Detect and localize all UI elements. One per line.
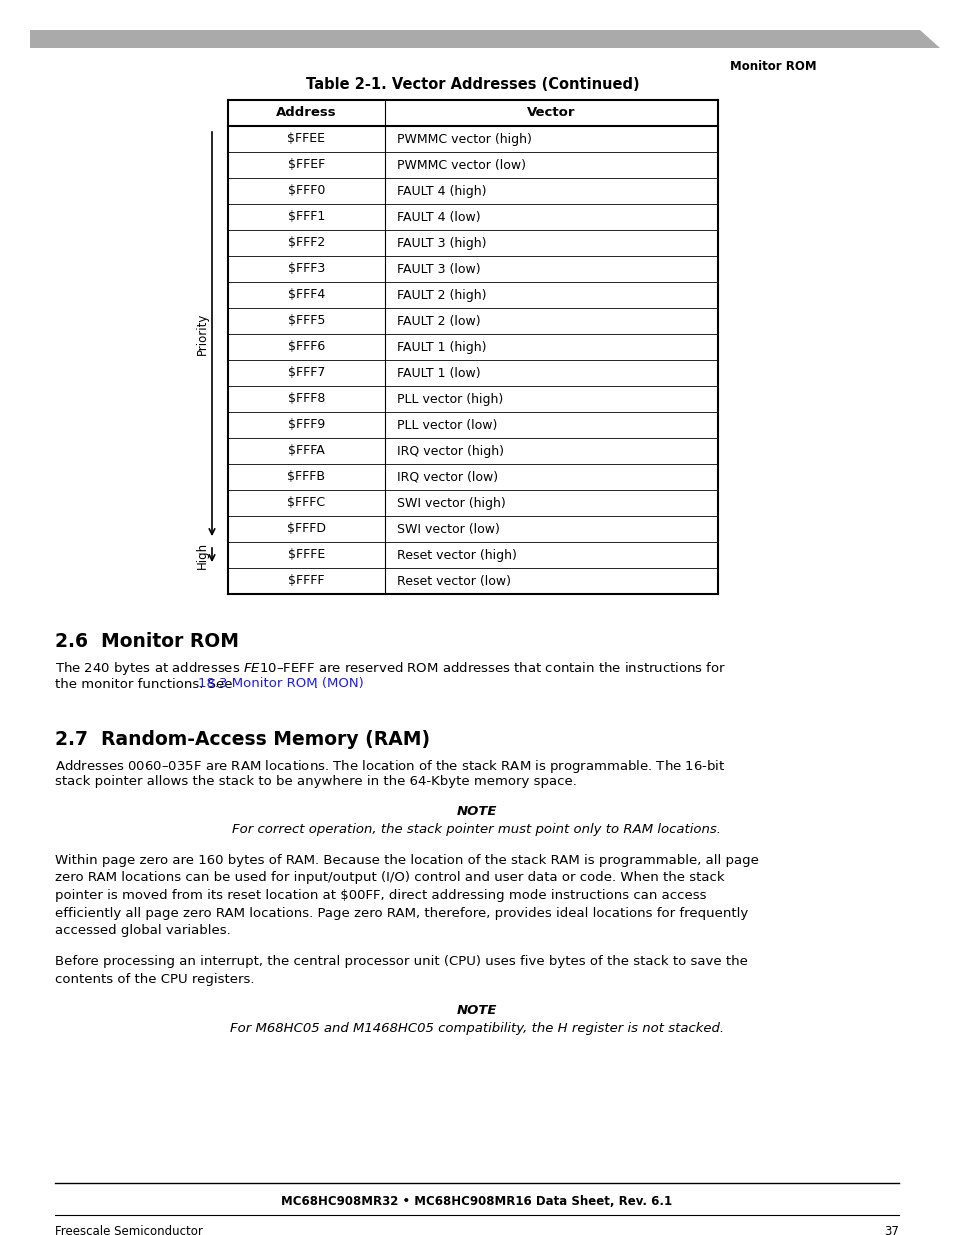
- Text: efficiently all page zero RAM locations. Page zero RAM, therefore, provides idea: efficiently all page zero RAM locations.…: [55, 906, 747, 920]
- Polygon shape: [30, 30, 939, 48]
- Text: zero RAM locations can be used for input/output (I/O) control and user data or c: zero RAM locations can be used for input…: [55, 872, 724, 884]
- Text: Reset vector (low): Reset vector (low): [396, 574, 511, 588]
- Text: MC68HC908MR32 • MC68HC908MR16 Data Sheet, Rev. 6.1: MC68HC908MR32 • MC68HC908MR16 Data Sheet…: [281, 1195, 672, 1208]
- Text: $FFF1: $FFF1: [288, 210, 325, 224]
- Text: FAULT 3 (high): FAULT 3 (high): [396, 236, 486, 249]
- Text: For M68HC05 and M1468HC05 compatibility, the H register is not stacked.: For M68HC05 and M1468HC05 compatibility,…: [230, 1023, 723, 1035]
- Text: FAULT 1 (high): FAULT 1 (high): [396, 341, 486, 353]
- Text: $FFF6: $FFF6: [288, 341, 325, 353]
- Text: PLL vector (low): PLL vector (low): [396, 419, 497, 431]
- Text: $FFFB: $FFFB: [287, 471, 325, 483]
- Text: FAULT 4 (low): FAULT 4 (low): [396, 210, 480, 224]
- Text: $FFF7: $FFF7: [288, 367, 325, 379]
- Text: $FFF2: $FFF2: [288, 236, 325, 249]
- Text: IRQ vector (high): IRQ vector (high): [396, 445, 503, 457]
- Text: $FFF0: $FFF0: [288, 184, 325, 198]
- Text: 18.3 Monitor ROM (MON): 18.3 Monitor ROM (MON): [197, 678, 363, 690]
- Text: PLL vector (high): PLL vector (high): [396, 393, 503, 405]
- Text: The 240 bytes at addresses $FE10–$FEFF are reserved ROM addresses that contain t: The 240 bytes at addresses $FE10–$FEFF a…: [55, 659, 725, 677]
- Text: contents of the CPU registers.: contents of the CPU registers.: [55, 973, 254, 986]
- Text: 2.6  Monitor ROM: 2.6 Monitor ROM: [55, 632, 239, 651]
- Text: SWI vector (low): SWI vector (low): [396, 522, 499, 536]
- Text: Freescale Semiconductor: Freescale Semiconductor: [55, 1225, 203, 1235]
- Text: Table 2-1. Vector Addresses (Continued): Table 2-1. Vector Addresses (Continued): [306, 77, 639, 91]
- Text: Address: Address: [276, 106, 336, 120]
- Text: $FFEE: $FFEE: [287, 132, 325, 146]
- Text: pointer is moved from its reset location at $00FF, direct addressing mode instru: pointer is moved from its reset location…: [55, 889, 706, 902]
- Text: $FFFD: $FFFD: [287, 522, 326, 536]
- Text: $FFF5: $FFF5: [288, 315, 325, 327]
- Text: FAULT 2 (high): FAULT 2 (high): [396, 289, 486, 301]
- Text: $FFFF: $FFFF: [288, 574, 324, 588]
- Text: .: .: [314, 678, 317, 690]
- Text: Priority: Priority: [195, 312, 209, 356]
- Text: Before processing an interrupt, the central processor unit (CPU) uses five bytes: Before processing an interrupt, the cent…: [55, 956, 747, 968]
- Text: Monitor ROM: Monitor ROM: [729, 61, 816, 73]
- Text: PWMMC vector (high): PWMMC vector (high): [396, 132, 532, 146]
- Text: $FFFA: $FFFA: [288, 445, 325, 457]
- Text: FAULT 3 (low): FAULT 3 (low): [396, 263, 480, 275]
- Text: stack pointer allows the stack to be anywhere in the 64-Kbyte memory space.: stack pointer allows the stack to be any…: [55, 776, 577, 788]
- Text: NOTE: NOTE: [456, 805, 497, 818]
- Text: NOTE: NOTE: [456, 1004, 497, 1018]
- Text: FAULT 4 (high): FAULT 4 (high): [396, 184, 486, 198]
- Text: $FFF8: $FFF8: [288, 393, 325, 405]
- Text: IRQ vector (low): IRQ vector (low): [396, 471, 497, 483]
- Text: SWI vector (high): SWI vector (high): [396, 496, 505, 510]
- Text: $FFF3: $FFF3: [288, 263, 325, 275]
- Text: High: High: [195, 541, 209, 568]
- Text: $FFF4: $FFF4: [288, 289, 325, 301]
- Text: $FFFE: $FFFE: [288, 548, 325, 562]
- Text: Vector: Vector: [527, 106, 576, 120]
- Text: Addresses $0060–$035F are RAM locations. The location of the stack RAM is progra: Addresses $0060–$035F are RAM locations.…: [55, 758, 725, 776]
- Text: Reset vector (high): Reset vector (high): [396, 548, 517, 562]
- Text: accessed global variables.: accessed global variables.: [55, 924, 231, 937]
- Text: $FFF9: $FFF9: [288, 419, 325, 431]
- Text: FAULT 2 (low): FAULT 2 (low): [396, 315, 480, 327]
- Text: For correct operation, the stack pointer must point only to RAM locations.: For correct operation, the stack pointer…: [233, 823, 720, 836]
- Text: $FFEF: $FFEF: [288, 158, 325, 172]
- Text: PWMMC vector (low): PWMMC vector (low): [396, 158, 525, 172]
- Text: $FFFC: $FFFC: [287, 496, 325, 510]
- Text: 2.7  Random-Access Memory (RAM): 2.7 Random-Access Memory (RAM): [55, 730, 430, 748]
- Text: 37: 37: [883, 1225, 898, 1235]
- Text: the monitor functions. See: the monitor functions. See: [55, 678, 236, 690]
- Text: FAULT 1 (low): FAULT 1 (low): [396, 367, 480, 379]
- Text: Within page zero are 160 bytes of RAM. Because the location of the stack RAM is : Within page zero are 160 bytes of RAM. B…: [55, 853, 758, 867]
